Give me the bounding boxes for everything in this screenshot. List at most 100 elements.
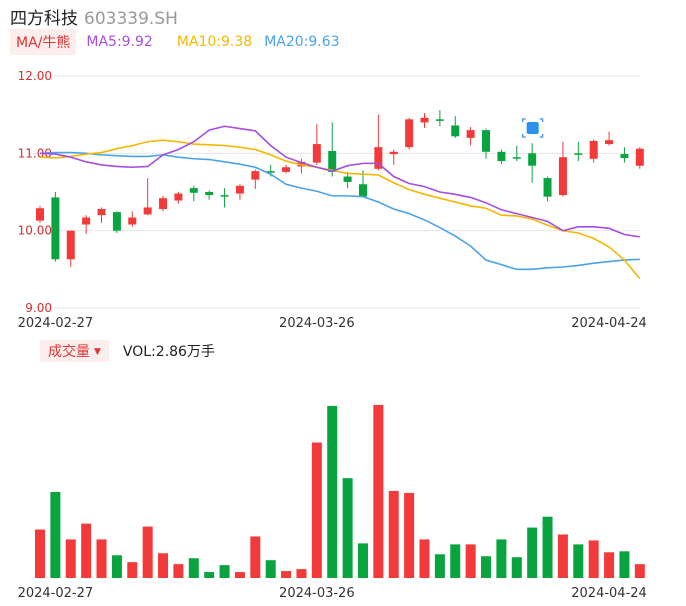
candle-body	[405, 119, 414, 148]
volume-bar	[434, 554, 445, 578]
volume-bar	[296, 569, 307, 578]
volume-legend: 成交量 ▼ VOL:2.86万手	[40, 340, 215, 362]
volume-bar	[127, 562, 138, 578]
candle-body	[466, 130, 475, 138]
volume-bar	[465, 544, 476, 578]
volume-bar	[96, 539, 107, 578]
x-tick-label: 2024-02-27	[18, 316, 94, 331]
volume-bar	[357, 543, 368, 578]
volume-bar	[481, 556, 492, 578]
ma10-legend: MA10:9.38	[176, 34, 253, 50]
y-tick-label: 12.00	[18, 69, 52, 83]
candle-body	[558, 157, 567, 196]
candle-body	[389, 151, 398, 155]
candle-body	[420, 117, 429, 123]
candle-body	[605, 140, 614, 145]
volume-bar	[188, 558, 199, 578]
volume-bars	[35, 404, 645, 578]
candle-body	[220, 195, 229, 197]
volume-bar	[619, 551, 630, 578]
volume-bar	[81, 523, 92, 578]
volume-bar	[234, 572, 245, 578]
volume-bar	[142, 526, 153, 578]
ma-legend: MA/牛熊 MA5:9.92 MA10:9.38 MA20:9.63	[10, 29, 340, 55]
volume-bar	[542, 516, 553, 578]
ma20-legend: MA20:9.63	[264, 34, 340, 50]
candle-body	[435, 119, 444, 121]
ma10-line	[39, 139, 641, 280]
candle-body	[82, 217, 91, 225]
marker-square	[526, 122, 539, 134]
candle-body	[358, 184, 367, 197]
candle-body	[36, 208, 44, 221]
volume-indicator-selector[interactable]: 成交量 ▼	[40, 340, 109, 362]
volume-bar	[219, 565, 230, 578]
ma5-legend: MA5:9.92	[86, 34, 153, 50]
volume-bar	[588, 540, 599, 578]
candle-body	[112, 212, 121, 231]
candle-body	[635, 148, 644, 166]
candle-body	[512, 157, 521, 159]
volume-bar	[373, 404, 384, 578]
volume-bar	[450, 544, 461, 578]
stock-code: 603339.SH	[84, 9, 178, 29]
candle-body	[174, 193, 183, 201]
volume-bar	[173, 564, 184, 578]
ma-indicator-selector[interactable]: MA/牛熊	[10, 29, 77, 55]
candle-body	[205, 192, 214, 196]
stock-name: 四方科技	[10, 9, 78, 29]
candle-body	[451, 125, 460, 137]
x-tick-label: 2024-04-24	[571, 316, 647, 331]
volume-bar	[311, 442, 322, 578]
volume-bar	[634, 564, 645, 578]
candle-body	[589, 140, 598, 159]
volume-bar	[342, 478, 353, 578]
candle-body	[543, 178, 552, 197]
volume-bar	[604, 552, 615, 578]
y-tick-label: 10.00	[18, 224, 52, 238]
volume-bar	[50, 491, 61, 578]
candle-body	[374, 147, 383, 169]
candle-body	[66, 230, 75, 260]
date-axis-labels: 2024-02-27 2024-03-26 2024-04-24	[18, 316, 647, 331]
y-tick-label: 9.00	[25, 301, 52, 315]
volume-bar	[573, 544, 584, 578]
volume-date-axis-labels: 2024-02-27 2024-03-26 2024-04-24	[18, 586, 647, 601]
candle-body	[343, 176, 352, 182]
candle-body	[51, 197, 60, 260]
event-marker-icon[interactable]	[522, 118, 544, 138]
candle-body	[189, 188, 198, 193]
x-tick-label: 2024-02-27	[18, 586, 94, 601]
volume-bar	[419, 539, 430, 578]
candle-body	[235, 185, 244, 194]
candle-body	[159, 198, 168, 210]
x-tick-label: 2024-03-26	[279, 316, 355, 331]
stock-header: 四方科技 603339.SH	[10, 4, 178, 29]
candle-body	[482, 130, 491, 152]
candle-body	[312, 144, 321, 163]
volume-bar	[65, 539, 76, 578]
candle-body	[497, 151, 506, 162]
volume-bar	[204, 572, 215, 578]
x-tick-label: 2024-03-26	[279, 586, 355, 601]
candlesticks	[36, 110, 644, 268]
candle-body	[251, 171, 260, 180]
candle-body	[528, 153, 537, 166]
volume-bar	[265, 560, 276, 578]
candle-body	[574, 153, 583, 155]
ma20-line	[39, 151, 640, 271]
volume-value: VOL:2.86万手	[122, 344, 215, 360]
candle-body	[97, 209, 106, 216]
volume-bar	[404, 492, 415, 578]
volume-bar	[327, 405, 338, 578]
x-tick-label: 2024-04-24	[571, 586, 647, 601]
volume-bar	[511, 557, 522, 578]
volume-bar	[527, 527, 538, 578]
marker-brackets	[522, 118, 544, 138]
ma5-line	[39, 125, 640, 238]
caret-down-icon: ▼	[94, 347, 101, 357]
moving-average-lines	[39, 125, 641, 280]
volume-bar	[250, 536, 261, 578]
